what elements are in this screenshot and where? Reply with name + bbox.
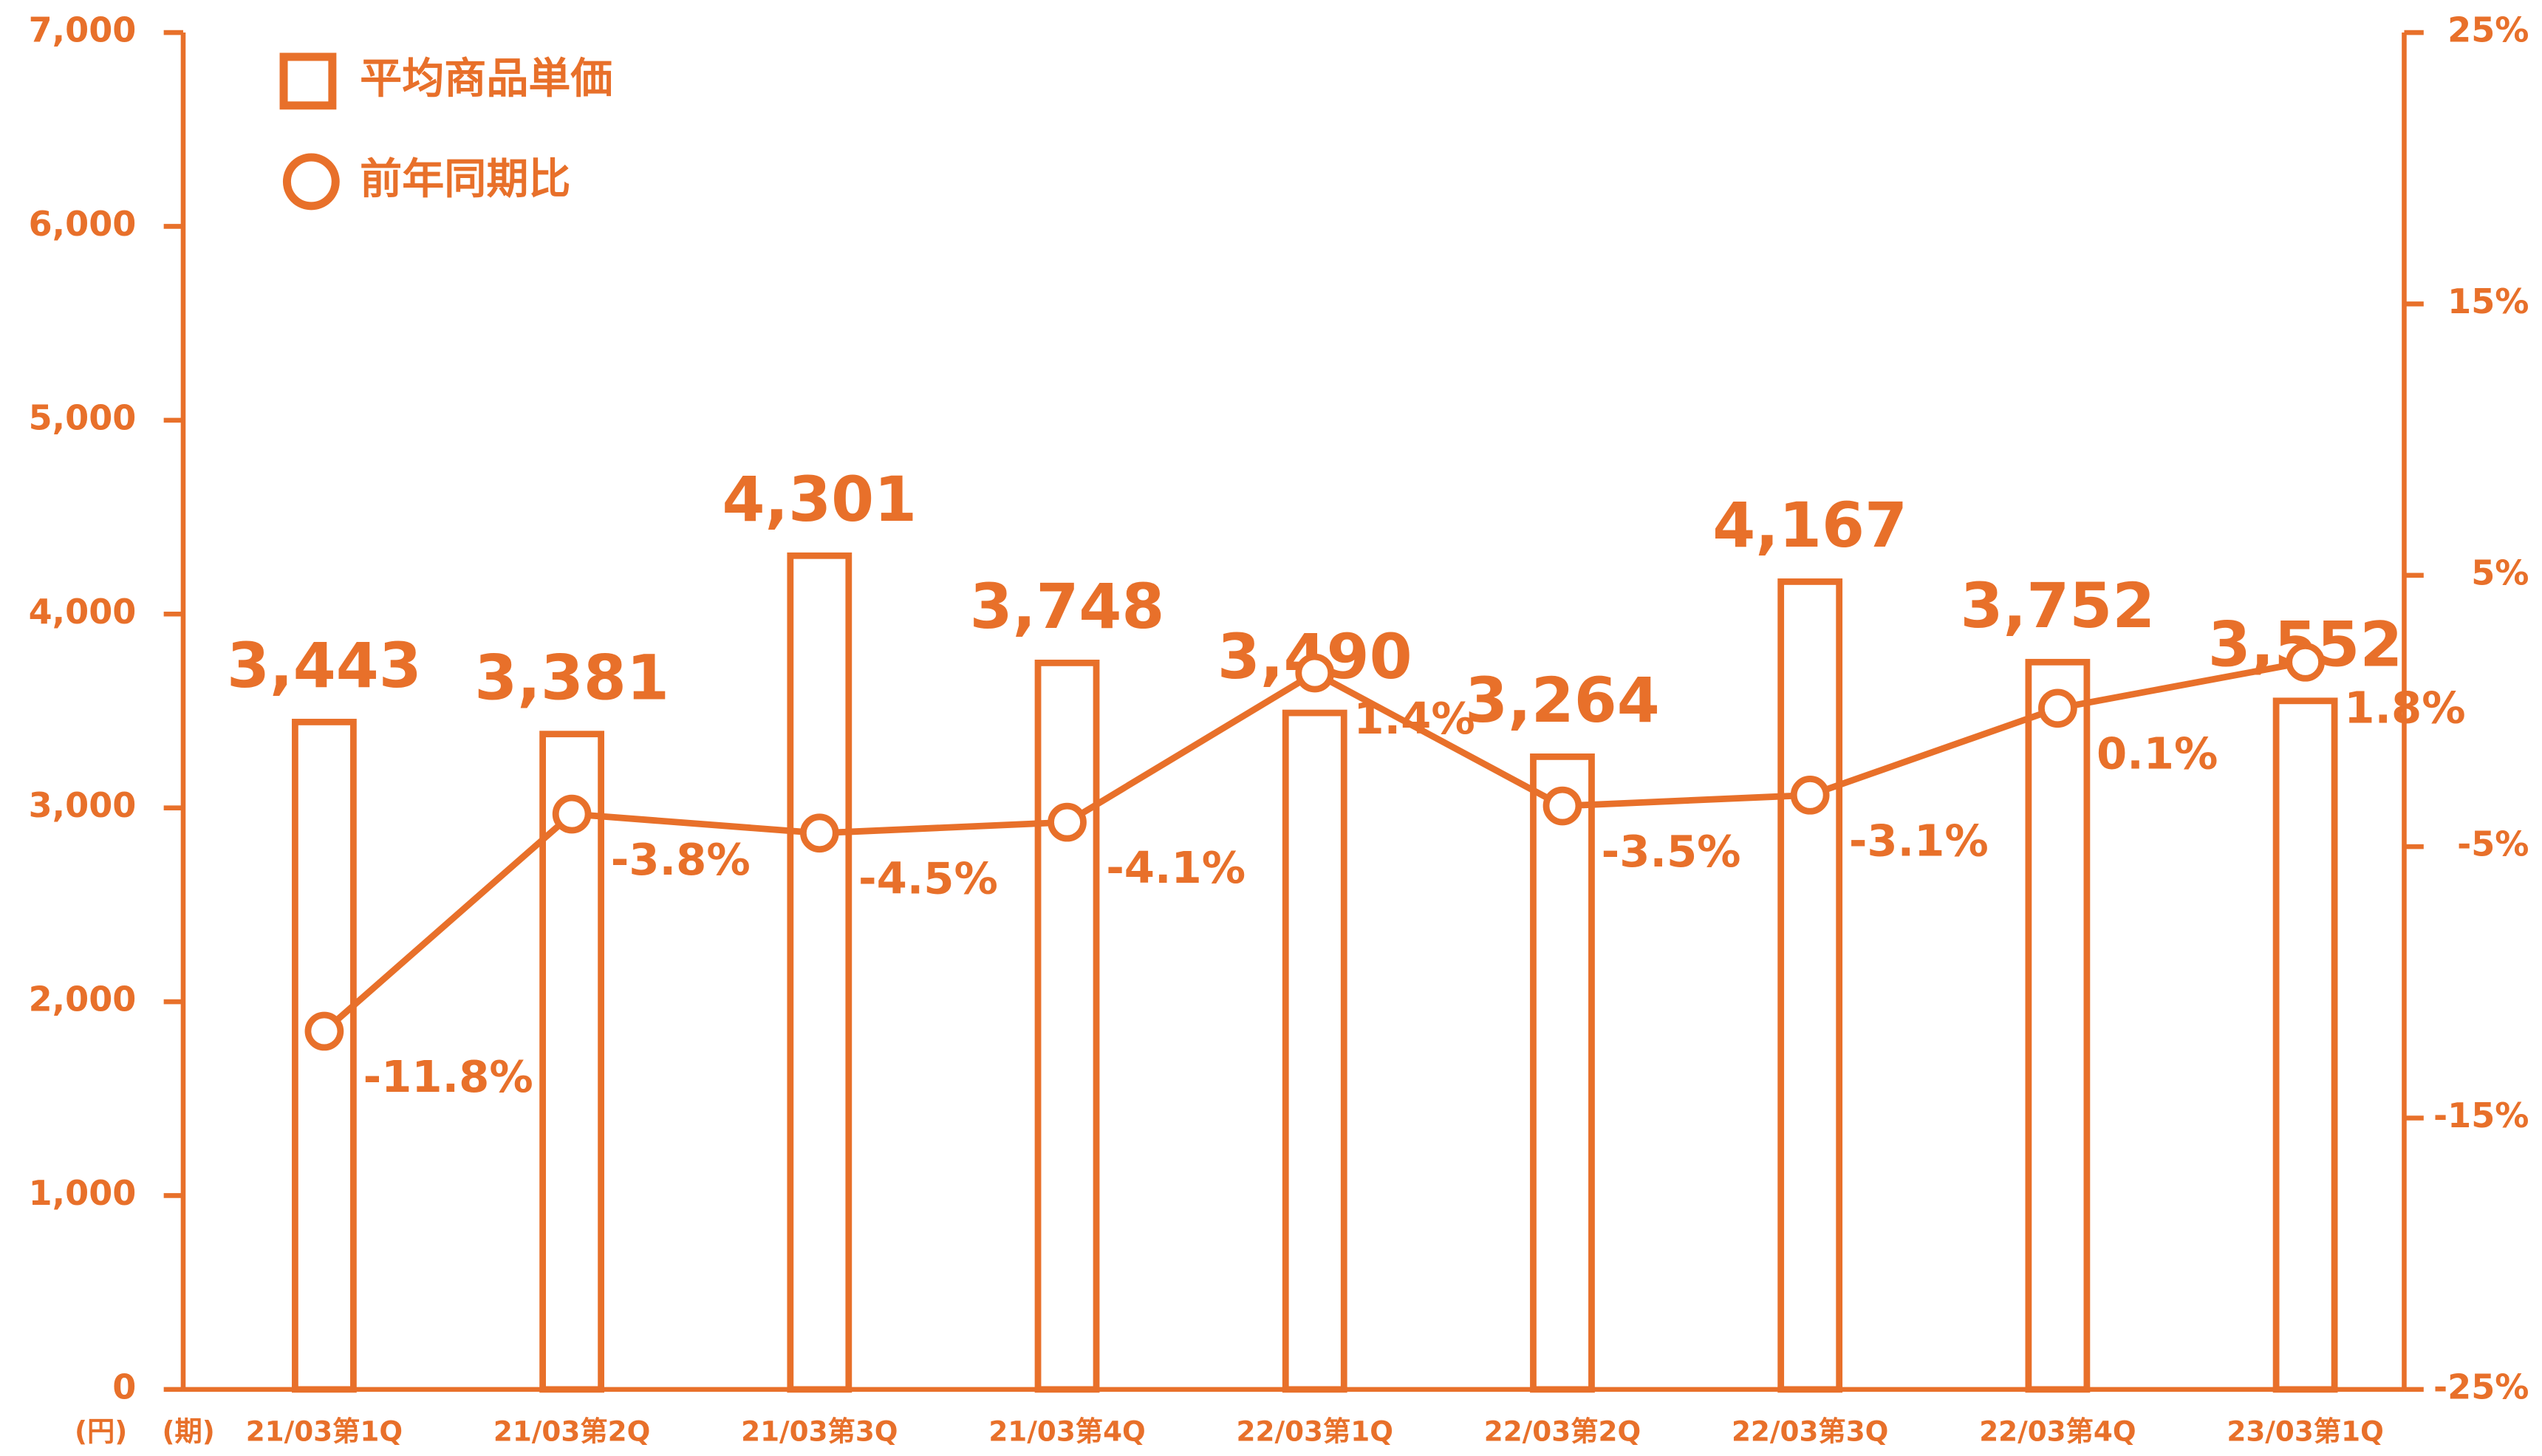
- bar-label: 3,748: [970, 571, 1165, 643]
- legend-marker: [282, 153, 340, 211]
- bar: [2025, 658, 2091, 1393]
- x-tick-label: 23/03第1Q: [2227, 1415, 2383, 1448]
- x-tick-label: 21/03第3Q: [741, 1415, 898, 1448]
- line-point: [799, 813, 839, 853]
- x-tick-label: 22/03第4Q: [1979, 1415, 2136, 1448]
- bar-label: 3,443: [227, 630, 422, 702]
- bar: [539, 731, 605, 1393]
- line-label: -3.5%: [1602, 826, 1741, 877]
- x-unit: (期): [162, 1415, 214, 1448]
- x-tick-label: 22/03第1Q: [1237, 1415, 1393, 1448]
- line-point: [2286, 642, 2325, 682]
- bar: [787, 552, 853, 1393]
- line-label: -3.1%: [1849, 815, 1989, 866]
- bar-label: 4,167: [1712, 490, 1907, 561]
- bar: [2272, 697, 2338, 1393]
- bar-label: 3,264: [1465, 665, 1660, 736]
- bar: [1530, 753, 1595, 1393]
- y2-tick-label: 25%: [2447, 10, 2529, 50]
- bar-label: 3,381: [474, 642, 669, 714]
- x-tick-label: 22/03第2Q: [1484, 1415, 1641, 1448]
- y2-tick-label: -5%: [2457, 824, 2529, 864]
- line-point: [304, 1011, 344, 1051]
- y-tick-label: 3,000: [29, 785, 137, 825]
- line-label: 1.4%: [1353, 693, 1475, 744]
- x-tick-label: 21/03第4Q: [988, 1415, 1145, 1448]
- bar: [1282, 709, 1347, 1393]
- legend-label: 前年同期比: [360, 155, 570, 204]
- line-point: [1790, 776, 1830, 815]
- bar: [1034, 659, 1100, 1393]
- line-label: -3.8%: [611, 834, 751, 885]
- bar-label: 3,752: [1961, 570, 2156, 642]
- y-tick-label: 5,000: [29, 397, 137, 437]
- x-tick-label: 21/03第1Q: [246, 1415, 403, 1448]
- y-tick-label: 4,000: [29, 592, 137, 632]
- line-label: 0.1%: [2097, 728, 2218, 779]
- line-point: [1542, 786, 1582, 826]
- line-point: [552, 794, 592, 834]
- line-point: [1295, 653, 1335, 693]
- y-tick-label: 6,000: [29, 204, 137, 244]
- y-unit: (円): [75, 1415, 127, 1448]
- line-point: [1048, 802, 1087, 842]
- line-label: -11.8%: [363, 1051, 533, 1102]
- line-label: 1.8%: [2344, 682, 2465, 733]
- bar-label: 4,301: [722, 464, 917, 536]
- y2-tick-label: 5%: [2471, 553, 2529, 592]
- y-tick-label: 2,000: [29, 980, 137, 1019]
- y2-tick-label: -15%: [2433, 1096, 2529, 1135]
- legend-marker: [279, 52, 337, 110]
- bar: [292, 719, 357, 1393]
- bar: [1777, 578, 1843, 1393]
- y-tick-label: 0: [112, 1367, 136, 1407]
- line-point: [2038, 688, 2077, 728]
- legend-label: 平均商品単価: [360, 55, 612, 103]
- y2-tick-label: 15%: [2447, 281, 2529, 321]
- y-tick-label: 7,000: [29, 10, 137, 50]
- line-label: -4.1%: [1106, 842, 1246, 893]
- x-tick-label: 21/03第2Q: [493, 1415, 650, 1448]
- x-tick-label: 22/03第3Q: [1732, 1415, 1888, 1448]
- y-tick-label: 1,000: [29, 1173, 137, 1213]
- y2-tick-label: -25%: [2433, 1367, 2529, 1407]
- line-label: -4.5%: [858, 853, 998, 904]
